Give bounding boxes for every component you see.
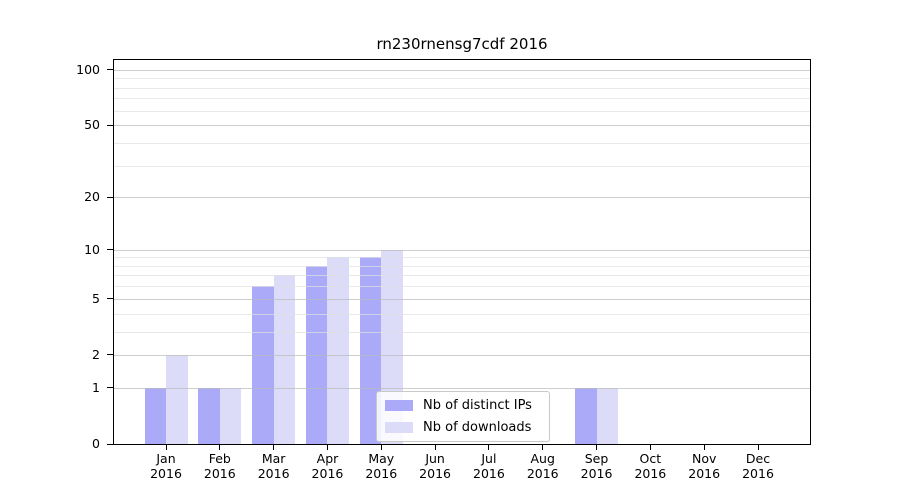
- x-tick-mark: [434, 445, 436, 450]
- legend-label-distinct-ips: Nb of distinct IPs: [423, 398, 532, 413]
- minor-gridline: [114, 165, 810, 167]
- bar-distinct-ips: [198, 387, 220, 444]
- y-tick-label: 1: [92, 379, 100, 395]
- minor-gridline: [114, 286, 810, 288]
- minor-gridline: [114, 110, 810, 112]
- x-tick-mark: [542, 445, 544, 450]
- y-tick-mark: [107, 387, 113, 389]
- x-tick-mark: [703, 445, 705, 450]
- x-tick-label: Apr 2016: [295, 451, 359, 481]
- major-gridline: [114, 69, 810, 71]
- major-gridline: [114, 197, 810, 199]
- minor-gridline: [114, 265, 810, 267]
- x-tick-mark: [165, 445, 167, 450]
- y-tick-label: 5: [92, 290, 100, 306]
- x-tick-year: 2016: [634, 466, 667, 481]
- y-tick-label: 50: [84, 117, 100, 133]
- major-gridline: [114, 125, 810, 127]
- x-tick-year: 2016: [257, 466, 290, 481]
- x-tick-year: 2016: [688, 466, 721, 481]
- y-tick-mark: [107, 354, 113, 356]
- x-tick-mark: [219, 445, 221, 450]
- chart-title: rn230rnensg7cdf 2016: [376, 35, 548, 53]
- legend-label-downloads: Nb of downloads: [423, 420, 532, 435]
- x-tick-label: Feb 2016: [188, 451, 252, 481]
- x-tick-mark: [380, 445, 382, 450]
- bar-distinct-ips: [359, 257, 382, 444]
- legend-swatch-downloads: [385, 422, 413, 433]
- x-tick-mark: [488, 445, 490, 450]
- major-gridline: [114, 298, 810, 300]
- bars-layer: [114, 60, 810, 444]
- x-tick-label: Mar 2016: [242, 451, 306, 481]
- x-tick-label: Oct 2016: [618, 451, 682, 481]
- y-tick-mark: [107, 298, 113, 300]
- x-tick-year: 2016: [419, 466, 451, 481]
- bar-downloads: [273, 275, 296, 444]
- x-tick-mark: [326, 445, 328, 450]
- x-tick-year: 2016: [311, 466, 344, 481]
- minor-gridline: [114, 275, 810, 277]
- x-tick-mark: [649, 445, 651, 450]
- grid-layer: [114, 60, 810, 444]
- legend-item-downloads: Nb of downloads: [385, 420, 541, 435]
- minor-gridline: [114, 87, 810, 89]
- x-tick-year: 2016: [365, 466, 398, 481]
- x-tick-year: 2016: [742, 466, 774, 481]
- bar-distinct-ips: [575, 387, 597, 444]
- y-tick-label: 10: [84, 241, 100, 257]
- x-tick-label: Jul 2016: [457, 451, 521, 481]
- x-tick-label: May 2016: [349, 451, 413, 481]
- y-tick-mark: [107, 443, 113, 445]
- x-tick-mark: [596, 445, 598, 450]
- y-tick-label: 100: [76, 61, 100, 77]
- minor-gridline: [114, 313, 810, 315]
- legend-swatch-distinct-ips: [385, 400, 413, 411]
- x-tick-year: 2016: [526, 466, 559, 481]
- legend: Nb of distinct IPs Nb of downloads: [376, 391, 550, 442]
- minor-gridline: [114, 331, 810, 333]
- x-tick-label: Jan 2016: [134, 451, 198, 481]
- y-tick-label: 20: [84, 189, 100, 205]
- x-tick-label: Dec 2016: [726, 451, 790, 481]
- y-tick-mark: [107, 69, 113, 71]
- plot-area: Nb of distinct IPs Nb of downloads: [113, 59, 811, 445]
- major-gridline: [114, 249, 810, 251]
- x-tick-mark: [273, 445, 275, 450]
- y-tick-label: 2: [92, 346, 100, 362]
- y-tick-mark: [107, 196, 113, 198]
- x-tick-year: 2016: [150, 466, 182, 481]
- x-tick-year: 2016: [203, 466, 236, 481]
- legend-item-distinct-ips: Nb of distinct IPs: [385, 398, 541, 413]
- y-tick-label: 0: [92, 436, 100, 451]
- x-tick-year: 2016: [580, 466, 613, 481]
- major-gridline: [114, 354, 810, 356]
- y-tick-mark: [107, 124, 113, 126]
- bar-downloads: [166, 354, 188, 444]
- x-tick-label: Jun 2016: [403, 451, 467, 481]
- minor-gridline: [114, 142, 810, 144]
- minor-gridline: [114, 98, 810, 100]
- x-tick-year: 2016: [473, 466, 505, 481]
- bar-downloads: [219, 387, 242, 444]
- x-tick-mark: [757, 445, 759, 450]
- x-tick-label: Sep 2016: [565, 451, 629, 481]
- x-tick-label: Aug 2016: [511, 451, 575, 481]
- minor-gridline: [114, 78, 810, 80]
- bar-distinct-ips: [144, 387, 166, 444]
- major-gridline: [114, 387, 810, 389]
- bar-downloads: [327, 257, 349, 444]
- y-tick-mark: [107, 249, 113, 251]
- minor-gridline: [114, 257, 810, 259]
- x-tick-label: Nov 2016: [672, 451, 736, 481]
- bar-distinct-ips: [252, 286, 274, 444]
- bar-downloads: [596, 387, 619, 444]
